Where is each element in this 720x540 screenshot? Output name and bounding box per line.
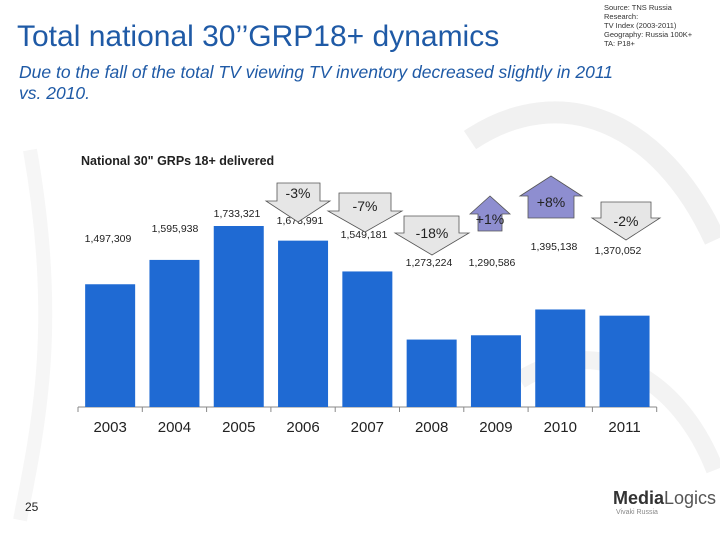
x-tick-label-2008: 2008: [415, 419, 448, 436]
change-label-2008-2009: +1%: [476, 211, 504, 227]
change-label-2007-2008: -18%: [416, 225, 449, 241]
x-tick-label-2003: 2003: [93, 419, 126, 436]
bar-2011: [599, 315, 650, 407]
bar-2004: [149, 259, 200, 407]
value-label-2010: 1,395,138: [531, 241, 578, 253]
change-label-2006-2007: -7%: [353, 198, 378, 214]
bar-2009: [470, 335, 521, 407]
change-label-2005-2006: -3%: [286, 185, 311, 201]
bar-2007: [342, 271, 393, 407]
value-label-2004: 1,595,938: [152, 223, 199, 235]
change-label-2009-2010: +8%: [537, 194, 565, 210]
x-tick-label-2005: 2005: [222, 419, 255, 436]
medialogics-logo: MediaLogics: [613, 488, 716, 509]
x-tick-label-2004: 2004: [158, 419, 191, 436]
x-tick-label-2007: 2007: [351, 419, 384, 436]
change-label-2010-2011: -2%: [614, 213, 639, 229]
page-subtitle: Due to the fall of the total TV viewing …: [19, 62, 614, 103]
change-arrow-2007-2008: [393, 215, 471, 256]
change-arrow-2005-2006: [264, 182, 332, 223]
change-arrow-2008-2009: [468, 195, 512, 232]
value-label-2011: 1,370,052: [595, 245, 642, 257]
bar-2006: [278, 240, 329, 407]
source-note: Source: TNS Russia Research: TV Index (2…: [604, 3, 693, 48]
value-label-2008: 1,273,224: [406, 257, 453, 269]
x-tick-label-2006: 2006: [286, 419, 319, 436]
logo-text-media: Media: [613, 488, 665, 508]
bar-2008: [406, 339, 457, 407]
page-number: 25: [25, 500, 39, 514]
x-tick-label-2010: 2010: [544, 419, 577, 436]
value-label-2005: 1,733,321: [214, 208, 261, 220]
x-tick-label-2011: 2011: [608, 419, 640, 436]
bar-2003: [85, 284, 136, 407]
logo-subtitle: Vivaki Russia: [616, 509, 658, 516]
change-arrow-2009-2010: [518, 175, 584, 219]
page-title: Total national 30’’GRP18+ dynamics: [17, 20, 500, 53]
logo-text-logics: Logics: [664, 488, 717, 508]
chart-title: National 30" GRPs 18+ delivered: [81, 154, 275, 168]
value-label-2003: 1,497,309: [85, 233, 132, 245]
change-arrow-2006-2007: [326, 192, 404, 233]
bar-2005: [213, 226, 264, 407]
x-tick-label-2009: 2009: [479, 419, 512, 436]
bar-2010: [535, 309, 586, 407]
change-arrow-2010-2011: [590, 201, 662, 241]
value-label-2007: 1,549,181: [341, 229, 388, 241]
value-label-2009: 1,290,586: [469, 257, 516, 269]
